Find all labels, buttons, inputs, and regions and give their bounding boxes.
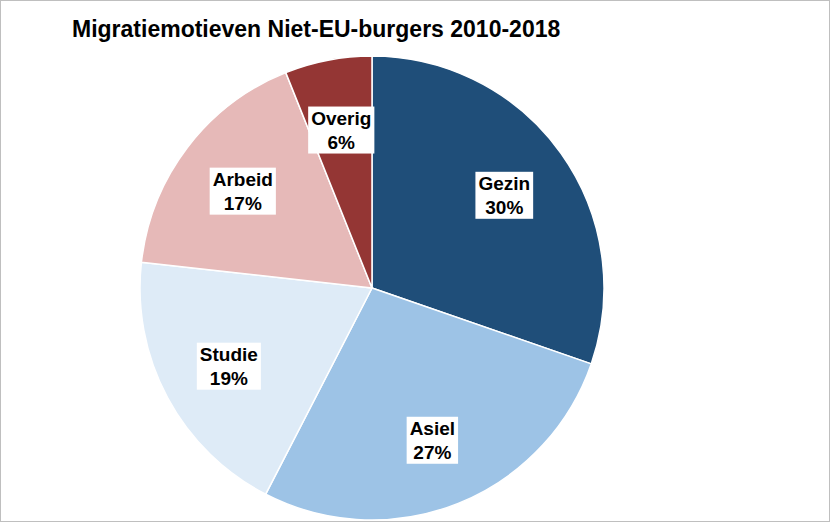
data-label: Overig 6% [308, 107, 374, 154]
data-label: Gezin 30% [475, 172, 533, 219]
data-label: Asiel 27% [407, 417, 458, 464]
category-label: Arbeid [213, 169, 273, 190]
value-label: 27% [413, 442, 451, 463]
pie-slice [286, 56, 372, 288]
label-background [210, 168, 276, 215]
label-background [407, 417, 458, 464]
value-label: 17% [224, 193, 262, 214]
category-label: Studie [200, 344, 258, 365]
chart-container: Migratiemotieven Niet-EU-burgers 2010-20… [0, 0, 830, 522]
label-background [308, 107, 374, 154]
category-label: Asiel [410, 418, 455, 439]
labels: Gezin 30% Asiel 27% Studie 19% Arbeid 17% Overig… [197, 107, 533, 464]
value-label: 6% [328, 132, 356, 153]
label-background [475, 172, 533, 219]
slices [140, 56, 604, 520]
chart-svg: Migratiemotieven Niet-EU-burgers 2010-20… [0, 0, 830, 522]
value-label: 19% [210, 368, 248, 389]
title: Migratiemotieven Niet-EU-burgers 2010-20… [72, 16, 560, 42]
pie-slice [140, 262, 372, 494]
data-label: Arbeid 17% [210, 168, 276, 215]
label-background [197, 343, 261, 390]
category-label: Gezin [478, 173, 530, 194]
value-label: 30% [485, 197, 523, 218]
frame [1, 1, 830, 522]
category-label: Overig [311, 108, 371, 129]
data-label: Studie 19% [197, 343, 261, 390]
